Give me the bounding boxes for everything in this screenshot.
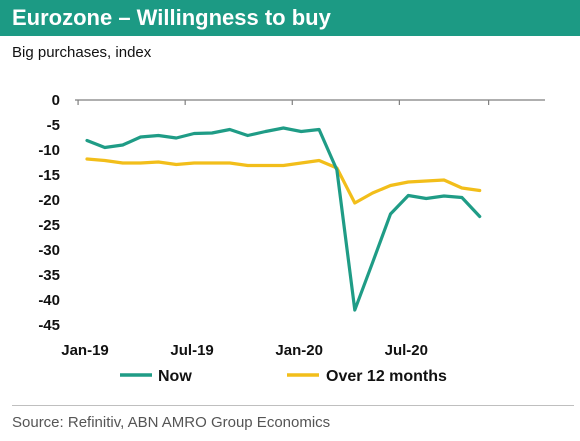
y-tick-label: -45 — [38, 317, 60, 334]
y-tick-label: -5 — [47, 117, 60, 134]
series-line-now — [85, 126, 482, 312]
series-line-over-12-months — [85, 157, 482, 205]
y-tick-label: -35 — [38, 267, 60, 284]
y-tick-label: -10 — [38, 142, 60, 159]
x-tick-label: Jul-19 — [170, 342, 213, 359]
chart-title: Eurozone – Willingness to buy — [12, 5, 331, 30]
source-divider — [12, 405, 574, 406]
legend: Now Over 12 months — [120, 368, 447, 385]
x-axis-ticks: Jan-19 Jul-19 Jan-20 Jul-20 — [61, 100, 490, 359]
x-tick-label: Jan-19 — [61, 342, 109, 359]
x-tick-label: Jan-20 — [275, 342, 323, 359]
title-bar: Eurozone – Willingness to buy — [0, 0, 580, 36]
y-tick-label: -30 — [38, 242, 60, 259]
y-tick-label: -15 — [38, 167, 60, 184]
y-tick-label: 0 — [52, 92, 60, 109]
legend-over-12-months-label: Over 12 months — [326, 368, 447, 385]
line-chart: 0 -5 -10 -15 -20 -25 -30 -35 -40 -45 Jan-19 Jul-19… — [38, 92, 545, 385]
y-tick-label: -20 — [38, 192, 60, 209]
source-note: Source: Refinitiv, ABN AMRO Group Econom… — [12, 414, 331, 431]
series-lines — [85, 126, 482, 312]
y-axis-ticks: 0 -5 -10 -15 -20 -25 -30 -35 -40 -45 — [38, 92, 60, 334]
y-tick-label: -25 — [38, 217, 60, 234]
y-tick-label: -40 — [38, 292, 60, 309]
chart-subtitle: Big purchases, index — [12, 44, 152, 61]
x-tick-label: Jul-20 — [385, 342, 428, 359]
legend-now-label: Now — [158, 368, 192, 385]
